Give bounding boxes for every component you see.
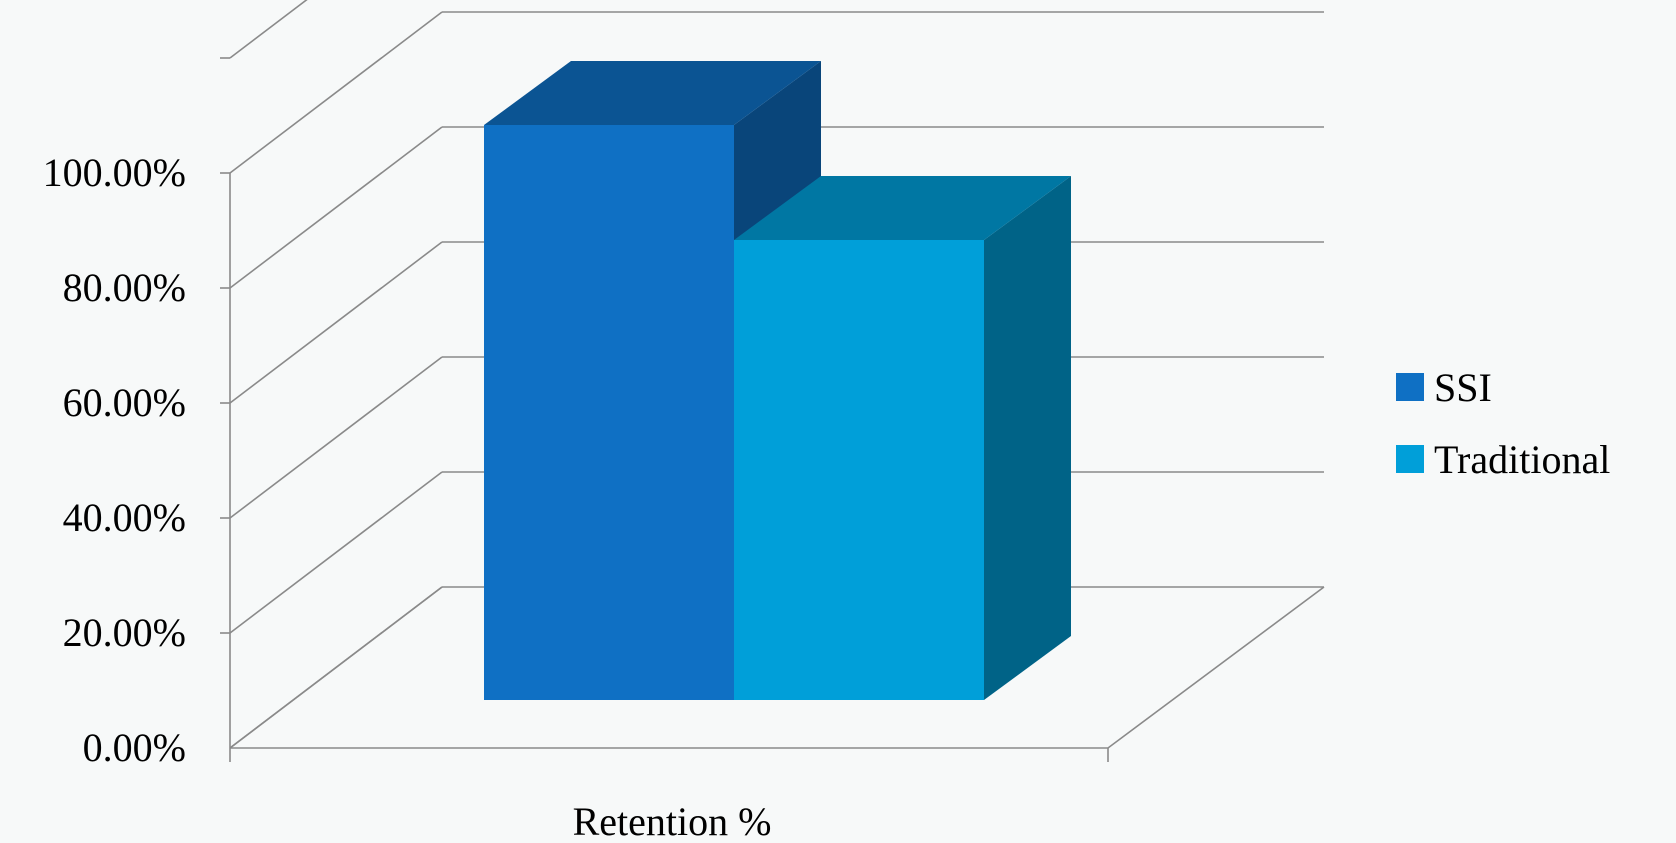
bar-traditional-front: [734, 240, 984, 700]
legend-swatch-traditional: [1396, 445, 1424, 473]
y-tick-label: 80.00%: [63, 265, 186, 310]
y-axis-ticks: 0.00% 20.00% 40.00% 60.00% 80.00% 100.00%: [43, 150, 186, 770]
gridline-diagonal: [230, 472, 442, 633]
gridline-diagonal: [230, 357, 442, 518]
gridline-diagonal: [230, 0, 442, 58]
legend-label-traditional: Traditional: [1434, 437, 1610, 482]
y-tick-label: 100.00%: [43, 150, 186, 195]
bar-ssi-front: [484, 125, 734, 700]
gridline-diagonal: [230, 127, 442, 288]
gridline-diagonal: [230, 242, 442, 403]
y-tick-label: 40.00%: [63, 495, 186, 540]
legend-swatch-ssi: [1396, 373, 1424, 401]
gridline-diagonal: [230, 587, 442, 748]
x-category-label: Retention %: [573, 799, 772, 843]
bars: [484, 61, 1071, 700]
y-tick-label: 60.00%: [63, 380, 186, 425]
bar-traditional: [734, 176, 1071, 700]
legend: SSI Traditional: [1396, 365, 1610, 482]
bar-traditional-side: [984, 176, 1071, 700]
gridline-diagonal: [230, 12, 442, 173]
y-tick-label: 20.00%: [63, 610, 186, 655]
legend-label-ssi: SSI: [1434, 365, 1492, 410]
y-tick-label: 0.00%: [83, 725, 186, 770]
